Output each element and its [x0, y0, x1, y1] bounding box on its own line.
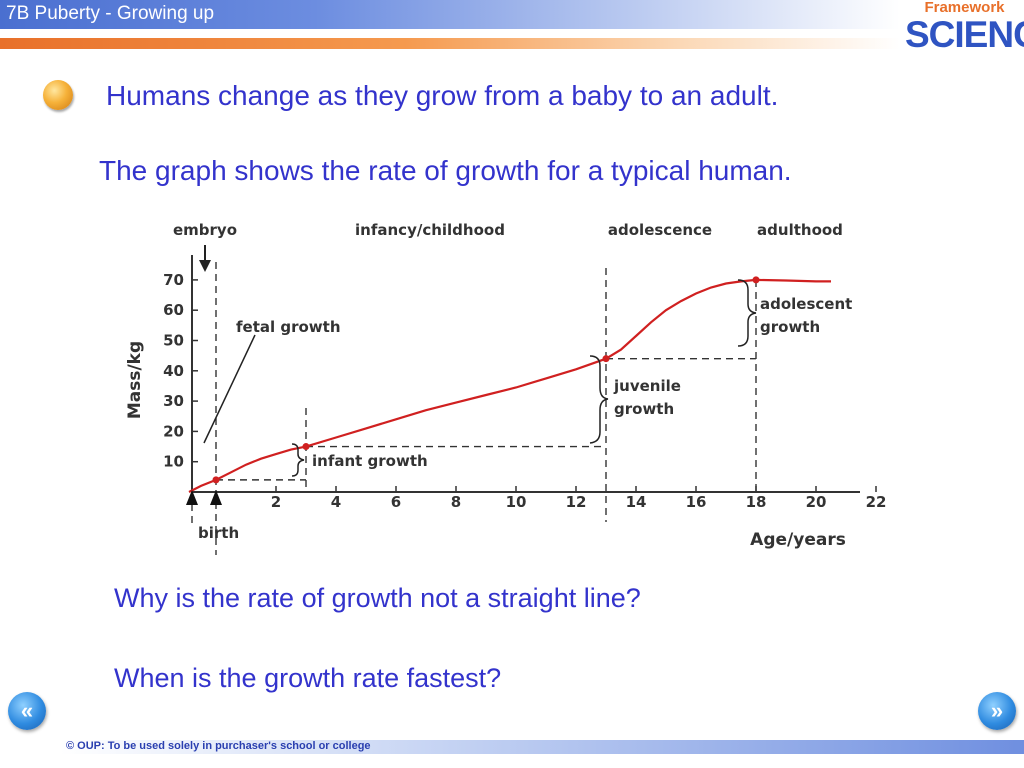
stage-label-adulthood: adulthood — [757, 221, 843, 239]
stage-label-adolescence: adolescence — [608, 221, 712, 239]
y-tick-label: 70 — [163, 271, 184, 289]
y-tick-label: 20 — [163, 422, 184, 440]
x-tick-label: 4 — [331, 493, 341, 511]
fetal-growth-label: fetal growth — [236, 318, 341, 336]
question-1: Why is the rate of growth not a straight… — [114, 583, 641, 613]
y-tick-label: 10 — [163, 453, 184, 471]
stage-label-infancy: infancy/childhood — [355, 221, 505, 239]
x-tick-label: 18 — [746, 493, 767, 511]
x-tick-label: 2 — [271, 493, 281, 511]
x-tick-label: 22 — [866, 493, 887, 511]
birth-triangle-icon — [210, 490, 222, 505]
conception-triangle-icon — [186, 490, 198, 505]
intro-text: Humans change as they grow from a baby t… — [106, 80, 779, 111]
forward-arrow-icon[interactable]: » — [978, 692, 1016, 730]
growth-curve — [188, 278, 831, 493]
birth-label: birth — [198, 524, 239, 542]
y-tick-label: 60 — [163, 301, 184, 319]
stage-label-embryo: embryo — [173, 221, 237, 239]
page-title: 7B Puberty - Growing up — [6, 3, 215, 24]
back-arrow-icon[interactable]: « — [8, 692, 46, 730]
framework-science-logo: Framework SCIENCE — [905, 0, 1024, 60]
embryo-arrow-icon — [199, 260, 211, 272]
curve-marker — [752, 276, 760, 284]
question-2: When is the growth rate fastest? — [114, 663, 502, 693]
infant-growth-label: infant growth — [312, 452, 428, 470]
curve-marker — [302, 443, 310, 451]
adolescent-label-2: growth — [760, 318, 820, 336]
juvenile-label-2: growth — [614, 400, 674, 418]
infant-brace — [291, 443, 305, 477]
x-tick-label: 10 — [506, 493, 527, 511]
x-tick-label: 6 — [391, 493, 401, 511]
x-tick-label: 12 — [566, 493, 587, 511]
fetal-pointer-line — [203, 334, 256, 444]
x-tick-label: 8 — [451, 493, 461, 511]
graph-caption: The graph shows the rate of growth for a… — [99, 155, 792, 186]
curve-marker — [212, 476, 220, 484]
y-tick-label: 50 — [163, 332, 184, 350]
adolescent-label-1: adolescent — [760, 295, 852, 313]
y-tick-label: 30 — [163, 392, 184, 410]
orange-bullet-icon — [43, 80, 73, 110]
title-bar: 7B Puberty - Growing up — [0, 0, 900, 29]
y-axis-label: Mass/kg — [125, 341, 145, 419]
footer-bar — [60, 740, 1024, 754]
x-axis-label: Age/years — [750, 530, 846, 550]
juvenile-label-1: juvenile — [613, 377, 681, 395]
x-tick-label: 20 — [806, 493, 827, 511]
footer-copyright: © OUP: To be used solely in purchaser's … — [66, 740, 371, 752]
adolescent-brace — [737, 279, 757, 347]
orange-stripe — [0, 38, 900, 49]
logo-science-text: SCIENCE — [905, 14, 1024, 55]
axis-ticks: 2 4 6 8 10 12 14 16 18 20 22 10 20 30 40 50 60 70 — [163, 271, 886, 511]
x-tick-label: 16 — [686, 493, 707, 511]
juvenile-brace — [589, 355, 609, 444]
curve-markers — [212, 276, 760, 484]
curve-marker — [602, 355, 610, 363]
y-tick-label: 40 — [163, 362, 184, 380]
logo-framework-text: Framework — [924, 0, 1005, 16]
x-tick-label: 14 — [626, 493, 647, 511]
